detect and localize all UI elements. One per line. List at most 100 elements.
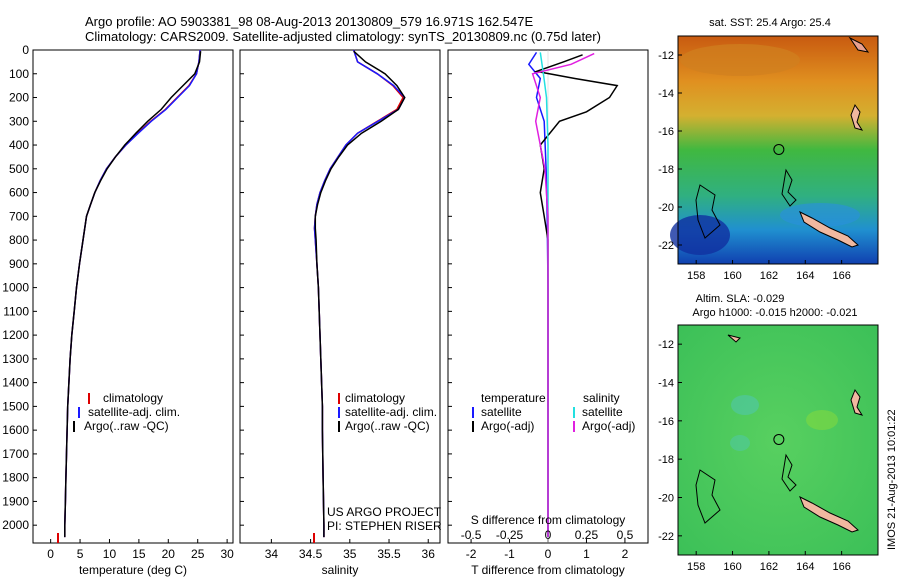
lon-tick-label: 166	[832, 270, 850, 282]
legend-climatology-swatch	[88, 393, 90, 404]
salinity-lines	[313, 49, 406, 543]
temperature-panel	[32, 49, 234, 544]
reef-contour	[695, 184, 721, 239]
legend-satellite: satellite-adj. clim.	[345, 405, 437, 419]
legend-climatology: climatology	[103, 391, 163, 405]
salinity-xlabel: salinity	[322, 563, 359, 577]
x-tick-label: 20	[162, 547, 176, 561]
legend-satellite-swatch	[338, 407, 340, 418]
reef-contour	[695, 469, 721, 524]
lon-tick-label: 166	[832, 561, 850, 573]
lon-tick-label: 158	[687, 561, 705, 573]
credit-project: US ARGO PROJECT	[327, 505, 442, 519]
sla-map-title1: Altim. SLA: -0.029	[696, 293, 785, 305]
clim-end-marker	[57, 533, 59, 543]
legend-climatology-swatch	[338, 393, 340, 404]
lat-tick-label: -20	[658, 202, 674, 214]
sla-map-axes: 158 160 162 164 166 -12 -14 -16 -18 -20 -22	[658, 339, 851, 573]
salinity-panel	[239, 49, 441, 544]
lat-tick-label: -14	[658, 378, 674, 390]
x-tick-label: 0	[545, 547, 552, 561]
depth-tick-label: 1200	[2, 328, 29, 342]
x-tick-label: 34.5	[299, 547, 323, 561]
x-tick-label: 30	[220, 547, 234, 561]
lon-tick-label: 164	[796, 561, 814, 573]
sst-map	[670, 36, 878, 264]
lon-tick-label: 160	[723, 561, 741, 573]
depth-tick-label: 1000	[2, 281, 29, 295]
series-line	[64, 51, 202, 538]
legend-s-satellite: satellite	[582, 405, 623, 419]
t-diff-label: T difference from climatology	[471, 563, 625, 577]
difference-lines	[527, 51, 619, 538]
lat-tick-label: -22	[658, 531, 674, 543]
lat-tick-label: -14	[658, 88, 674, 100]
depth-tick-label: 300	[9, 114, 29, 128]
legend-argo-swatch	[338, 421, 340, 432]
legend-s-satellite-swatch	[573, 407, 575, 418]
legend-satellite-swatch	[78, 407, 80, 418]
temperature-x-axis: 0 5 10 15 20 25 30	[47, 539, 234, 561]
series-line	[64, 49, 201, 538]
x-tick-label: 35	[343, 547, 357, 561]
lat-tick-label: -18	[658, 164, 674, 176]
salinity-x-axis: 34 34.5 35 35.5 36	[265, 539, 435, 561]
legend-t-satellite: satellite	[481, 405, 522, 419]
depth-tick-label: 1900	[2, 494, 29, 508]
depth-tick-label: 800	[9, 233, 29, 247]
lat-tick-label: -22	[658, 240, 674, 252]
x-tick-label: 15	[132, 547, 146, 561]
s-diff-tick-label: -0.5	[461, 528, 482, 542]
depth-tick-label: 2000	[2, 518, 29, 532]
difference-legend: temperature satellite Argo(-adj) salinit…	[472, 391, 635, 433]
x-tick-label: 35.5	[377, 547, 401, 561]
temperature-xlabel: temperature (deg C)	[79, 563, 187, 577]
depth-tick-label: 1100	[3, 304, 29, 318]
legend-t-argo-swatch	[472, 421, 474, 432]
series-line	[531, 52, 595, 538]
temperature-lines	[57, 49, 202, 543]
legend-temperature-title: temperature	[481, 391, 546, 405]
depth-tick-label: 900	[9, 257, 29, 271]
x-tick-label: 10	[103, 547, 117, 561]
x-tick-label: 2	[622, 547, 629, 561]
legend-climatology: climatology	[345, 391, 405, 405]
depth-tick-label: 700	[9, 209, 29, 223]
lon-tick-label: 162	[760, 270, 778, 282]
float-position-marker	[773, 433, 785, 445]
legend-salinity-title: salinity	[583, 391, 620, 405]
legend-s-argo: Argo(-adj)	[582, 419, 635, 433]
lat-tick-label: -18	[658, 454, 674, 466]
new-caledonia-shape	[799, 210, 859, 248]
lat-tick-label: -20	[658, 493, 674, 505]
sla-map-frame	[677, 324, 879, 556]
legend-t-satellite-swatch	[472, 407, 474, 418]
x-tick-label: 25	[191, 547, 205, 561]
lon-tick-label: 158	[687, 270, 705, 282]
depth-tick-label: 1300	[2, 352, 29, 366]
sst-map-axes: 158 160 162 164 166 -12 -14 -16 -18 -20 -22	[658, 50, 851, 282]
depth-tick-label: 1600	[2, 423, 29, 437]
island-shape	[850, 103, 864, 131]
float-position-marker	[773, 143, 785, 155]
sst-map-title: sat. SST: 25.4 Argo: 25.4	[709, 17, 831, 29]
depth-tick-label: 200	[9, 91, 29, 105]
series-line	[314, 50, 406, 538]
lat-tick-label: -12	[658, 50, 674, 62]
island-shape	[848, 36, 870, 53]
depth-tick-label: 400	[9, 138, 29, 152]
s-diff-tick-label: 0	[545, 528, 552, 542]
sst-map-frame	[677, 35, 879, 265]
lat-tick-label: -16	[658, 126, 674, 138]
s-diff-tick-label: 0.5	[617, 528, 634, 542]
x-tick-label: 5	[77, 547, 84, 561]
reef-contour	[781, 453, 797, 492]
legend-argo: Argo(..raw -QC)	[345, 419, 430, 433]
legend-s-argo-swatch	[573, 421, 575, 432]
depth-tick-label: 0	[22, 43, 29, 57]
reef-contour	[781, 168, 797, 207]
series-line	[313, 49, 404, 538]
depth-tick-label: 1700	[2, 447, 29, 461]
salinity-legend: climatology satellite-adj. clim. Argo(..…	[338, 391, 437, 433]
